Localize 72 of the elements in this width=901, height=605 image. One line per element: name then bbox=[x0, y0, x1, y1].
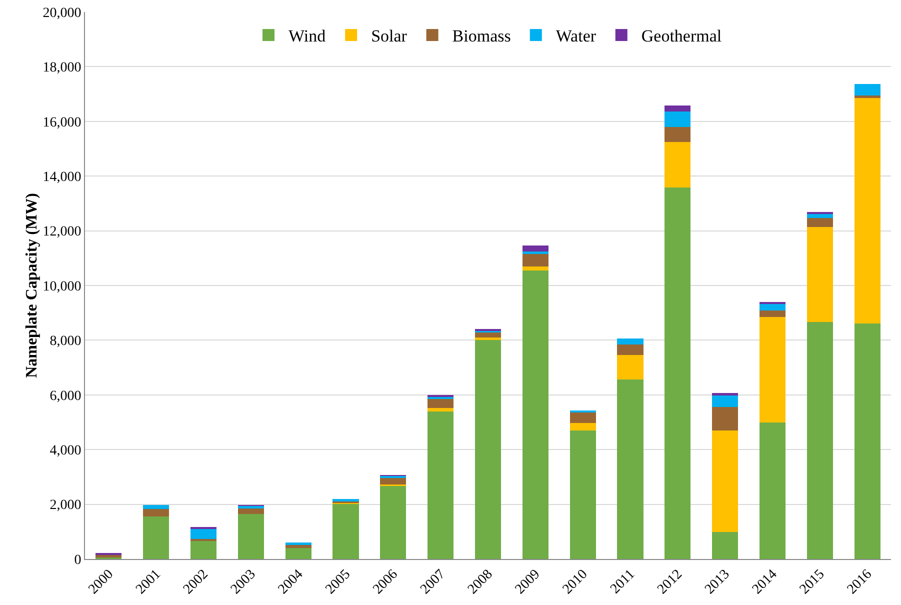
bar bbox=[190, 528, 217, 539]
bar bbox=[759, 304, 786, 310]
bar bbox=[238, 514, 264, 559]
bar bbox=[570, 410, 596, 413]
bar bbox=[664, 188, 691, 559]
y-tick-label: 14,000 bbox=[42, 170, 82, 185]
bar bbox=[522, 270, 548, 559]
bar bbox=[143, 504, 170, 509]
bar bbox=[806, 226, 833, 322]
y-tick-label: 12,000 bbox=[42, 224, 82, 240]
y-tick-label: 8,000 bbox=[50, 334, 82, 350]
bar bbox=[759, 422, 786, 559]
bar bbox=[143, 508, 170, 517]
bar bbox=[617, 354, 644, 380]
bar bbox=[522, 266, 548, 271]
bar bbox=[712, 430, 738, 532]
bar bbox=[570, 422, 596, 430]
y-tick-label: 2,000 bbox=[50, 498, 82, 514]
bar bbox=[96, 554, 122, 558]
bar bbox=[428, 398, 454, 408]
bar bbox=[428, 408, 454, 412]
y-tick-label: 10,000 bbox=[42, 279, 82, 294]
y-tick-label: 6,000 bbox=[50, 388, 82, 404]
bar bbox=[190, 540, 217, 559]
bar bbox=[664, 126, 691, 142]
bar bbox=[759, 310, 786, 317]
bar bbox=[522, 254, 548, 266]
y-tick-label: 20,000 bbox=[42, 6, 82, 21]
bar bbox=[238, 508, 264, 514]
bar bbox=[332, 503, 359, 559]
bar bbox=[570, 412, 596, 423]
bar bbox=[664, 106, 691, 112]
bar bbox=[522, 252, 548, 254]
bar bbox=[522, 246, 548, 252]
bar bbox=[285, 542, 312, 546]
bar bbox=[806, 322, 833, 559]
bar bbox=[380, 485, 406, 559]
bar bbox=[617, 344, 644, 355]
legend-label: Solar bbox=[371, 26, 408, 46]
bar bbox=[759, 316, 786, 422]
bar bbox=[285, 548, 312, 559]
bar bbox=[712, 532, 738, 559]
legend-label: Water bbox=[556, 26, 596, 46]
bar bbox=[380, 477, 406, 484]
bar bbox=[664, 112, 691, 127]
bar bbox=[712, 392, 738, 396]
y-tick-label: 4,000 bbox=[50, 444, 82, 458]
bar bbox=[238, 506, 264, 508]
bar bbox=[285, 545, 312, 548]
legend-label: Geothermal bbox=[641, 26, 722, 46]
bar bbox=[854, 98, 880, 324]
bar bbox=[712, 407, 738, 431]
bar bbox=[143, 516, 170, 559]
bar bbox=[854, 95, 880, 98]
legend-label: Wind bbox=[288, 26, 326, 46]
bar bbox=[474, 340, 502, 559]
bar bbox=[617, 338, 644, 344]
y-tick-label: 0 bbox=[74, 552, 82, 568]
bar bbox=[617, 379, 644, 559]
y-tick-label: 16,000 bbox=[42, 115, 82, 130]
y-axis-title: Nameplate Capacity (MW) bbox=[24, 193, 41, 378]
y-tick-label: 18,000 bbox=[42, 60, 82, 76]
bar bbox=[712, 396, 738, 408]
bar bbox=[806, 214, 833, 218]
bar bbox=[854, 84, 880, 96]
bar bbox=[806, 218, 833, 227]
bar bbox=[664, 142, 691, 188]
bar bbox=[474, 332, 502, 338]
bar bbox=[428, 411, 454, 559]
bar bbox=[854, 324, 880, 559]
bar bbox=[570, 430, 596, 559]
legend-label: Biomass bbox=[452, 26, 511, 46]
